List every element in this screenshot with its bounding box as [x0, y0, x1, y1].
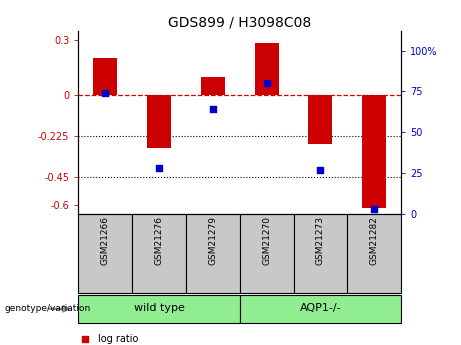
Point — [101, 90, 109, 96]
Point — [155, 166, 163, 171]
Text: GSM21279: GSM21279 — [208, 216, 217, 265]
Point — [263, 80, 270, 86]
Point — [371, 206, 378, 212]
Bar — [294, 214, 347, 293]
Text: GSM21282: GSM21282 — [370, 216, 378, 265]
Bar — [201, 77, 225, 95]
Bar — [93, 59, 118, 95]
Text: wild type: wild type — [134, 303, 184, 313]
Point — [317, 167, 324, 172]
Bar — [132, 214, 186, 293]
Text: log ratio: log ratio — [98, 334, 138, 344]
Bar — [362, 95, 386, 208]
Bar — [347, 214, 401, 293]
Bar — [78, 295, 240, 323]
Bar — [254, 43, 279, 95]
Point — [295, 252, 302, 257]
Point — [295, 75, 302, 80]
Title: GDS899 / H3098C08: GDS899 / H3098C08 — [168, 16, 311, 30]
Bar — [186, 214, 240, 293]
Bar — [308, 95, 332, 145]
Bar — [147, 95, 171, 148]
Point — [209, 107, 217, 112]
Text: GSM21276: GSM21276 — [154, 216, 164, 265]
Text: GSM21270: GSM21270 — [262, 216, 271, 265]
Text: AQP1-/-: AQP1-/- — [300, 303, 341, 313]
Text: GSM21273: GSM21273 — [316, 216, 325, 265]
Bar — [240, 295, 401, 323]
Text: genotype/variation: genotype/variation — [5, 304, 91, 313]
Bar — [78, 214, 132, 293]
Bar — [240, 214, 294, 293]
Text: GSM21266: GSM21266 — [101, 216, 110, 265]
